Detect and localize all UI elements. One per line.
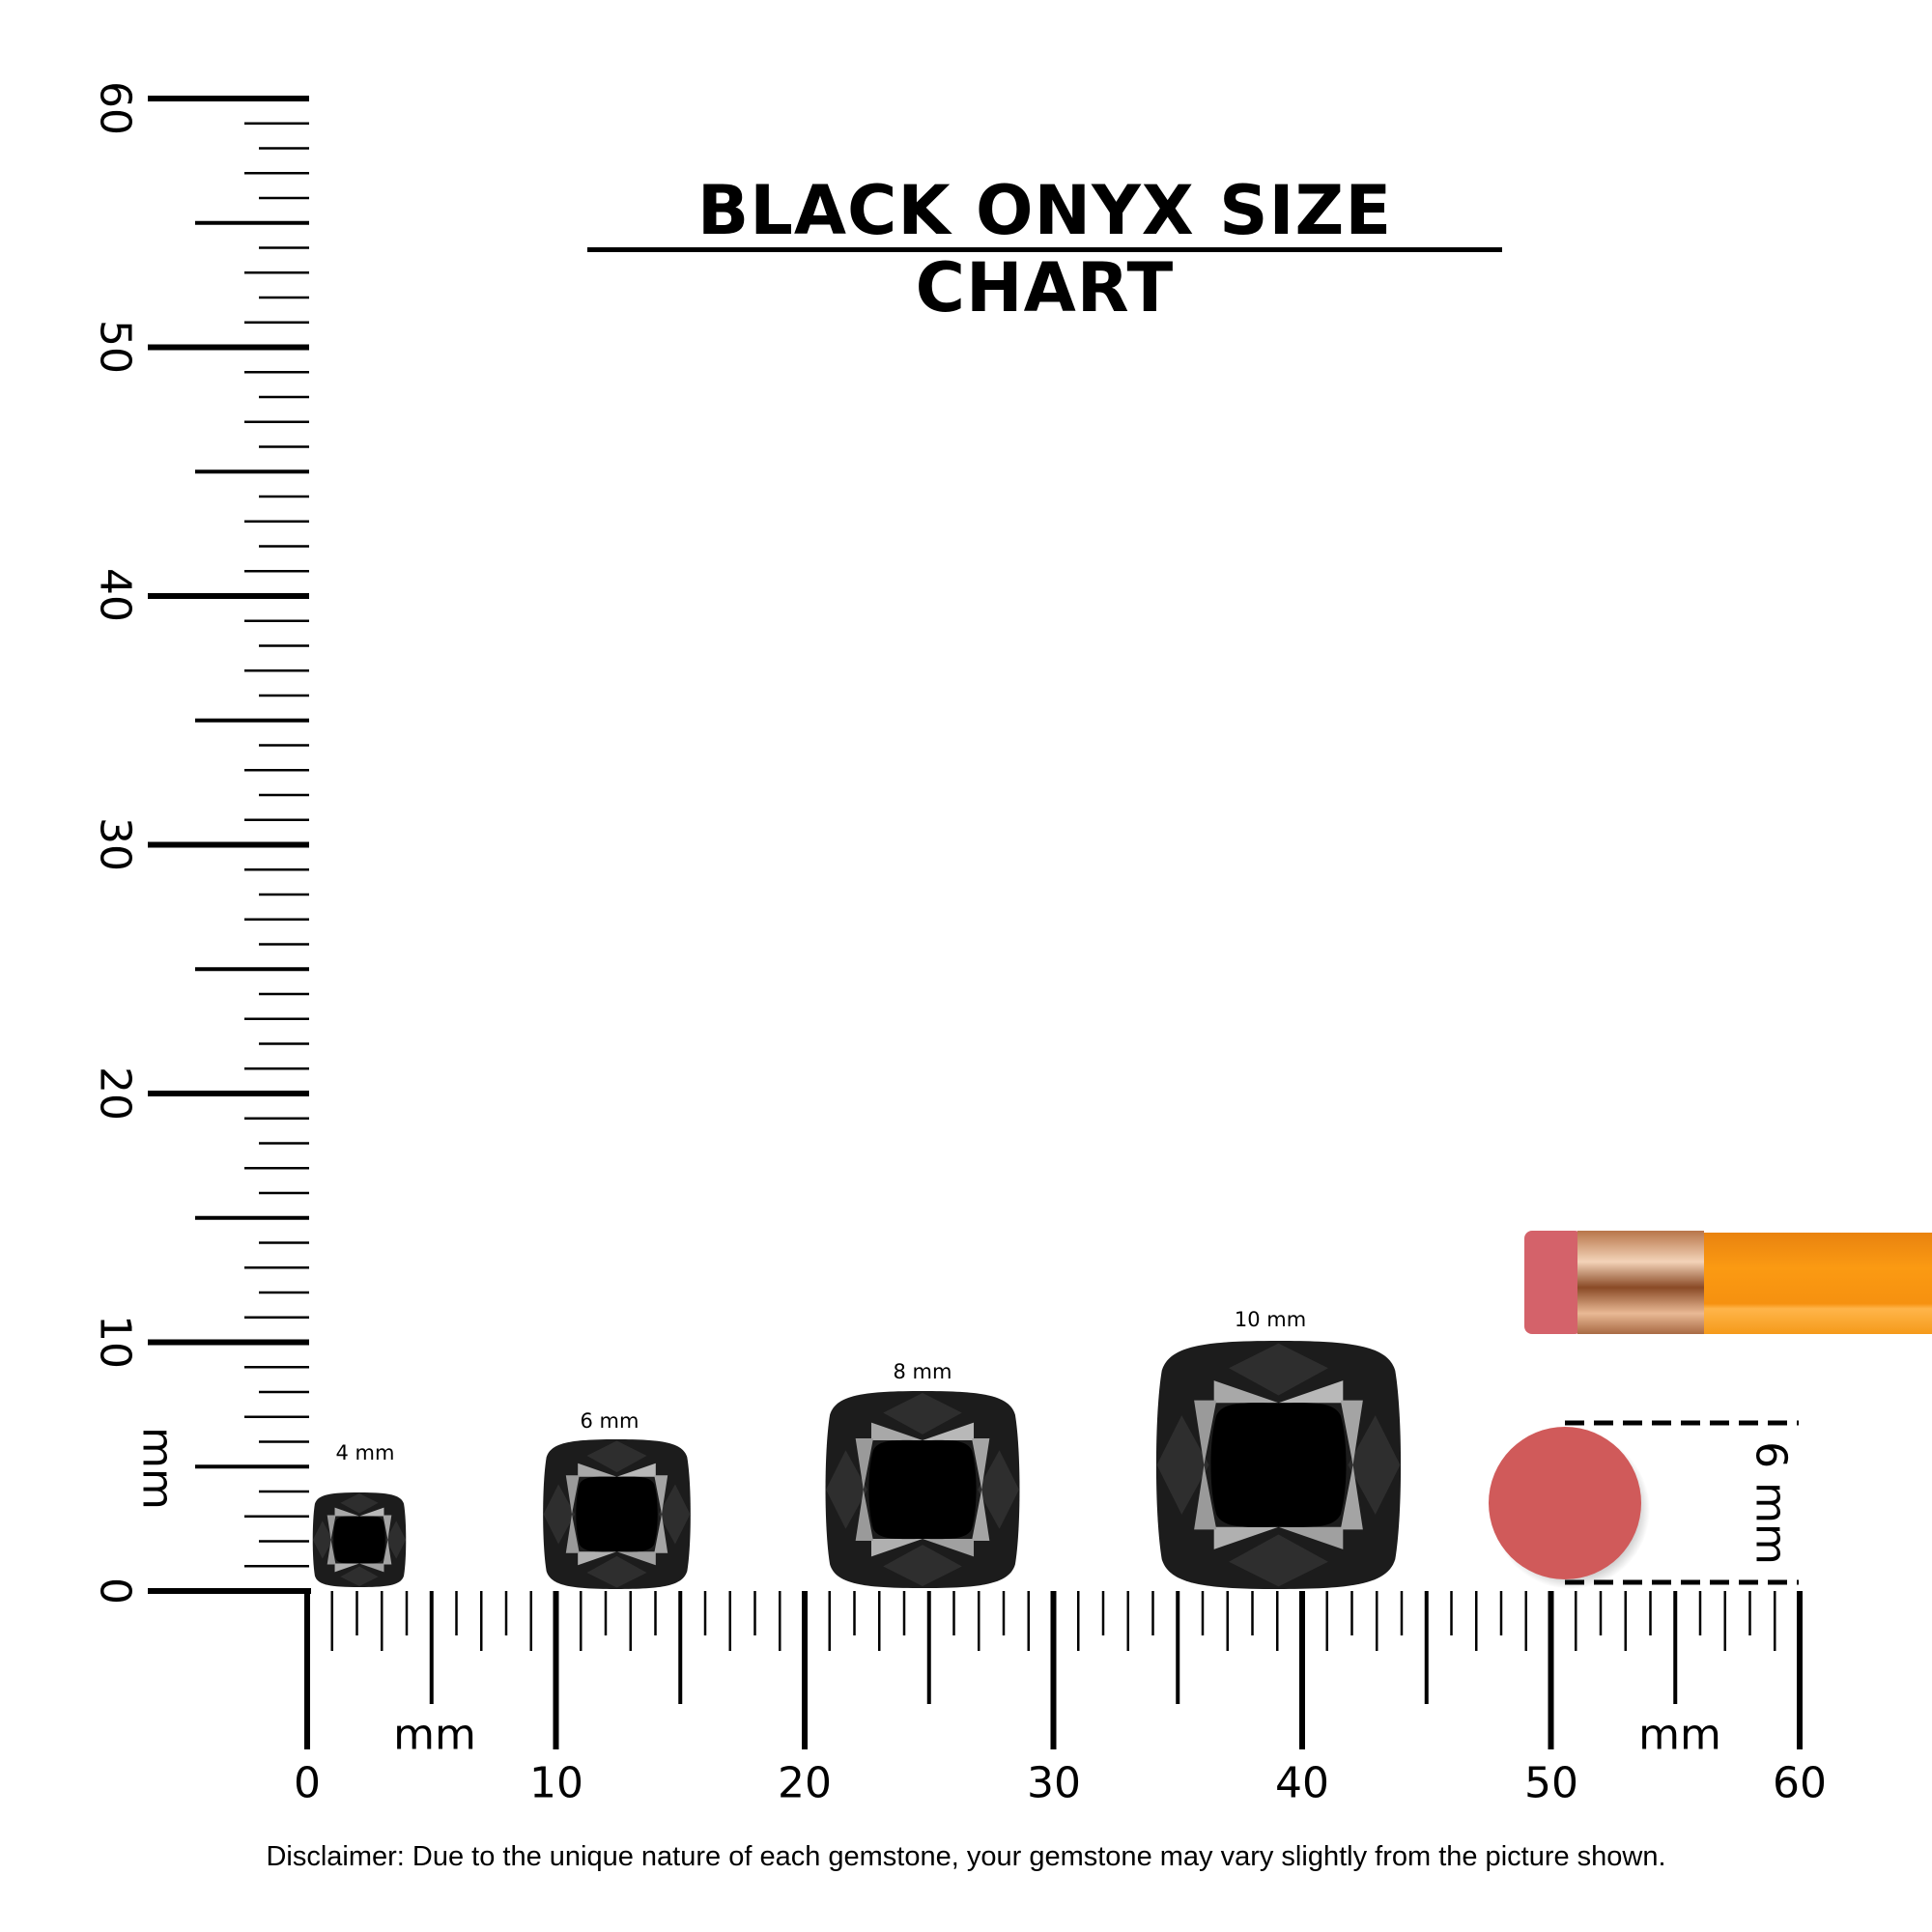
h-unit-label: mm [393,1710,476,1760]
gem-label: 4 mm [335,1441,395,1464]
h-unit-label-right: mm [1638,1710,1721,1760]
title-underline [587,247,1502,252]
h-tick-label: 30 [1027,1758,1081,1808]
h-tick-label: 50 [1524,1758,1578,1808]
pencil-body [1704,1233,1932,1334]
page-title: BLACK ONYX SIZE CHART [696,171,1393,327]
h-tick-label: 10 [529,1758,583,1808]
horizontal-ruler [148,1588,1803,1749]
h-tick-label: 60 [1773,1758,1827,1808]
eraser-circle [1489,1427,1641,1579]
gem-label: 10 mm [1234,1308,1307,1331]
gem-label: 6 mm [580,1409,639,1433]
disclaimer: Disclaimer: Due to the unique nature of … [266,1841,1666,1872]
pencil-ferrule [1577,1231,1704,1334]
pencil-eraser [1524,1231,1582,1334]
h-tick-label: 20 [778,1758,832,1808]
reference-size-label: 6 mm [1746,1441,1796,1565]
h-tick-label: 40 [1275,1758,1329,1808]
gem-label: 8 mm [893,1360,952,1383]
h-tick-label: 0 [294,1758,321,1808]
